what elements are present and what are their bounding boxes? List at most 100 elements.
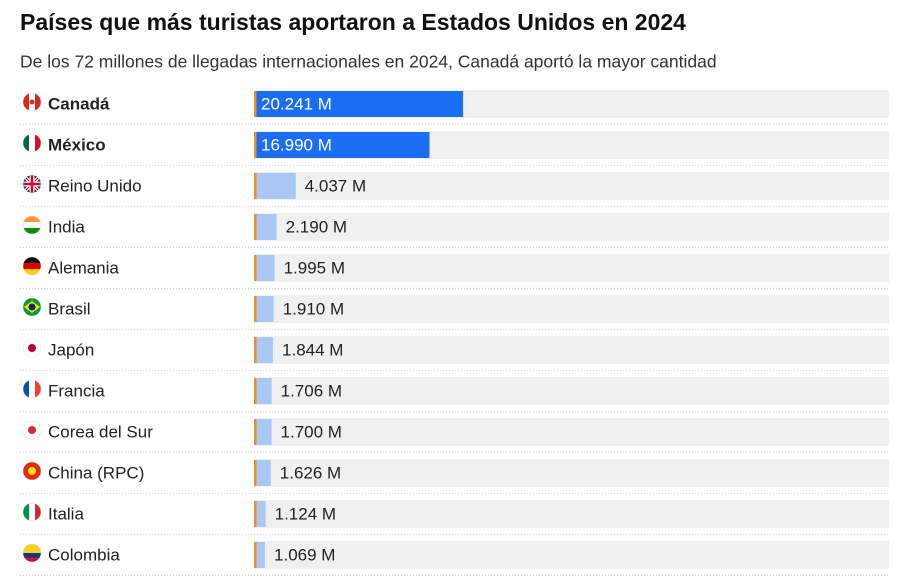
flag [22,133,42,153]
flag-part [29,99,35,105]
flag-outline [22,133,42,153]
flag-part [23,263,41,269]
value-label: 4.037 M [305,176,366,195]
flag-outline [22,297,42,317]
bar [254,132,430,158]
chart-title: Países que más turistas aportaron a Esta… [20,9,686,35]
row-background [254,459,889,487]
flag-part [23,228,41,234]
value-label: 1.706 M [281,381,342,400]
flag-body [23,421,41,439]
category-label: México [48,135,106,154]
category-label: Francia [48,381,105,400]
row-background [254,213,889,241]
flag-part [23,216,41,222]
bar [254,460,271,486]
flag-body [23,216,41,234]
row-background [254,254,889,282]
bar [254,255,275,281]
category-label: Japón [48,340,94,359]
category-label: India [48,217,85,236]
bar [254,542,266,568]
flag-part [23,93,29,111]
bar [254,173,296,199]
flag-outline [22,543,42,563]
flag-body [23,503,41,521]
category-label: Corea del Sur [48,422,153,441]
baseline [254,337,257,363]
category-label: Italia [48,504,84,523]
flag-part [23,257,41,263]
flag-body [23,380,41,398]
flag [22,420,42,440]
flag-part [23,553,41,558]
flag-part [23,503,29,521]
value-label: 1.995 M [284,258,345,277]
flag [22,502,42,522]
bar [254,419,272,445]
baseline [254,132,257,158]
row-background [254,377,889,405]
category-label: Colombia [48,545,120,564]
baseline [254,378,257,404]
flag-body [23,175,41,193]
bar [254,91,464,117]
flag [22,174,42,194]
flag-outline [22,502,42,522]
value-label: 1.626 M [280,463,341,482]
baseline [254,173,257,199]
bar [254,501,266,527]
category-label: Alemania [48,258,119,277]
row-background [254,336,889,364]
flag [22,256,42,276]
category-label: Brasil [48,299,91,318]
bar [254,378,272,404]
chart-subtitle: De los 72 millones de llegadas internaci… [20,52,717,72]
value-label: 2.190 M [286,217,347,236]
flag-outline [22,379,42,399]
flag-outline [22,215,42,235]
flag [22,297,42,317]
flag-body [23,257,41,275]
flag [22,92,42,112]
baseline [254,460,257,486]
baseline [254,214,257,240]
value-label: 20.241 M [261,94,332,113]
flag-outline [22,420,42,440]
row-background [254,500,889,528]
baseline [254,296,257,322]
flag-part [23,380,29,398]
baseline [254,419,257,445]
value-label: 1.910 M [283,299,344,318]
flag-outline [22,256,42,276]
flag-part [35,380,41,398]
bar [254,337,274,363]
row-background [254,418,889,446]
flag [22,379,42,399]
flag-part [29,380,35,398]
flag [22,543,42,563]
baseline [254,501,257,527]
flag-part [29,134,35,152]
value-label: 1.124 M [275,504,336,523]
flag-part [29,503,35,521]
row-background [254,295,889,323]
bar [254,296,274,322]
flag-part [23,544,41,553]
value-label: 1.844 M [282,340,343,359]
flag-body [23,339,41,357]
flag-outline [22,461,42,481]
flag [22,461,42,481]
category-label: China (RPC) [48,463,144,482]
baseline [254,255,257,281]
flag-part [23,269,41,275]
baseline [254,91,257,117]
flag-outline [22,92,42,112]
row-background [254,172,889,200]
flag-body [23,544,41,562]
flag-part [23,557,41,562]
flag-body [23,462,41,480]
bar [254,214,277,240]
flag-part [28,344,36,352]
